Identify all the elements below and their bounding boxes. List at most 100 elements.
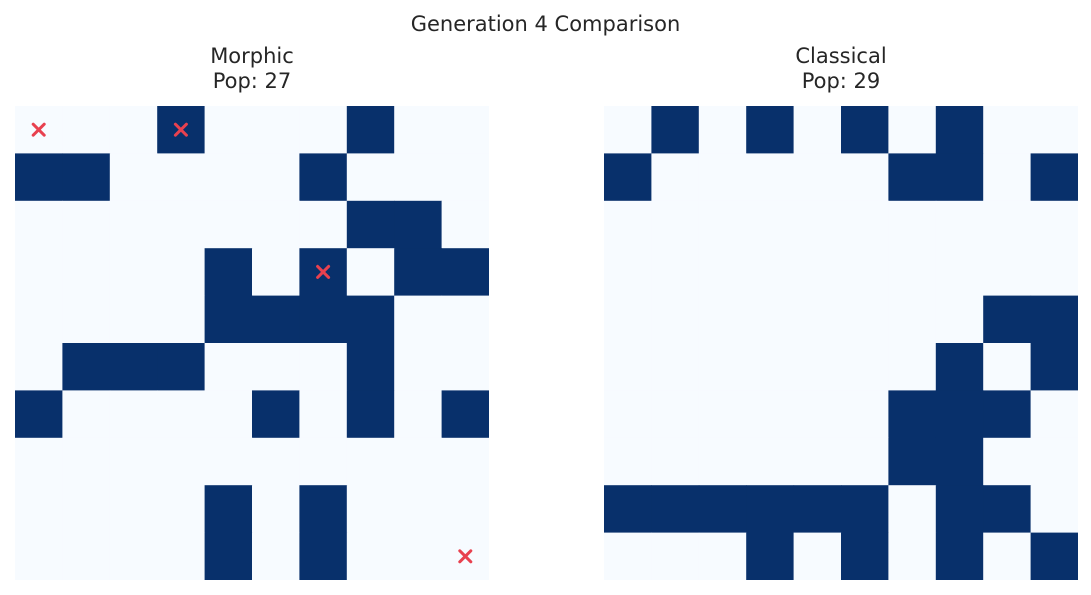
dead-cell	[1030, 437, 1078, 486]
dead-cell	[604, 343, 652, 391]
alive-cell	[604, 485, 652, 534]
alive-cell	[394, 200, 443, 249]
alive-cell	[841, 106, 889, 154]
dead-cell	[62, 106, 111, 154]
dead-cell	[299, 390, 348, 439]
dead-cell	[252, 248, 300, 297]
classical-title: Classical	[795, 44, 887, 68]
dead-cell	[698, 343, 747, 391]
dead-cell	[604, 248, 652, 297]
dead-cell	[394, 390, 443, 439]
dead-cell	[299, 437, 348, 486]
dead-cell	[15, 485, 63, 534]
dead-cell	[441, 485, 489, 534]
dead-cell	[299, 106, 348, 154]
alive-cell	[746, 485, 795, 534]
dead-cell	[888, 485, 937, 534]
dead-cell	[841, 153, 889, 202]
dead-cell	[698, 200, 747, 249]
alive-cell	[204, 295, 253, 344]
dead-cell	[252, 485, 300, 534]
dead-cell	[394, 485, 443, 534]
dead-cell	[1030, 200, 1078, 249]
classical-grid	[604, 106, 1078, 580]
alive-cell	[935, 532, 984, 580]
dead-cell	[793, 343, 842, 391]
dead-cell	[841, 248, 889, 297]
dead-cell	[394, 106, 443, 154]
x-marker	[316, 264, 331, 279]
alive-cell	[935, 343, 984, 391]
dead-cell	[15, 295, 63, 344]
alive-cell	[935, 153, 984, 202]
x-marker	[458, 549, 473, 564]
alive-cell	[252, 295, 300, 344]
dead-cell	[62, 437, 111, 486]
alive-cell	[252, 390, 300, 439]
dead-cell	[604, 437, 652, 486]
alive-cell	[346, 106, 395, 154]
dead-cell	[157, 200, 206, 249]
dead-cell	[15, 532, 63, 580]
dead-cell	[983, 248, 1032, 297]
dead-cell	[441, 295, 489, 344]
dead-cell	[888, 295, 937, 344]
dead-cell	[841, 343, 889, 391]
classical-panel-title: Classical Pop: 29	[604, 44, 1078, 106]
classical-population: Pop: 29	[801, 69, 881, 93]
dead-cell	[204, 437, 253, 486]
dead-cell	[1030, 485, 1078, 534]
dead-cell	[651, 532, 700, 580]
alive-cell	[15, 153, 63, 202]
dead-cell	[604, 200, 652, 249]
alive-cell	[346, 295, 395, 344]
alive-cell	[1030, 295, 1078, 344]
alive-cell	[15, 390, 63, 439]
dead-cell	[841, 437, 889, 486]
dead-cell	[841, 200, 889, 249]
dead-cell	[252, 200, 300, 249]
alive-cell	[62, 153, 111, 202]
dead-cell	[252, 106, 300, 154]
dead-cell	[983, 343, 1032, 391]
alive-cell	[888, 437, 937, 486]
dead-cell	[793, 437, 842, 486]
dead-cell	[793, 200, 842, 249]
morphic-title: Morphic	[210, 44, 294, 68]
dead-cell	[604, 295, 652, 344]
dead-cell	[109, 295, 158, 344]
dead-cell	[157, 532, 206, 580]
alive-cell	[793, 485, 842, 534]
dead-cell	[698, 153, 747, 202]
dead-cell	[62, 295, 111, 344]
dead-cell	[441, 437, 489, 486]
dead-cell	[746, 343, 795, 391]
dead-cell	[204, 343, 253, 391]
alive-cell	[204, 248, 253, 297]
dead-cell	[793, 532, 842, 580]
alive-cell	[983, 390, 1032, 439]
dead-cell	[157, 437, 206, 486]
morphic-panel: Morphic Pop: 27	[15, 44, 489, 584]
morphic-grid	[15, 106, 489, 580]
dead-cell	[698, 390, 747, 439]
dead-cell	[204, 390, 253, 439]
alive-cell	[604, 153, 652, 202]
morphic-grid-svg	[15, 106, 489, 580]
classical-grid-svg	[604, 106, 1078, 580]
dead-cell	[651, 390, 700, 439]
alive-cell	[346, 343, 395, 391]
dead-cell	[299, 343, 348, 391]
dead-cell	[441, 106, 489, 154]
dead-cell	[109, 485, 158, 534]
alive-cell	[1030, 343, 1078, 391]
dead-cell	[841, 295, 889, 344]
dead-cell	[651, 153, 700, 202]
alive-cell	[651, 106, 700, 154]
dead-cell	[651, 437, 700, 486]
dead-cell	[157, 390, 206, 439]
dead-cell	[109, 248, 158, 297]
dead-cell	[604, 106, 652, 154]
morphic-panel-title: Morphic Pop: 27	[15, 44, 489, 106]
dead-cell	[109, 153, 158, 202]
